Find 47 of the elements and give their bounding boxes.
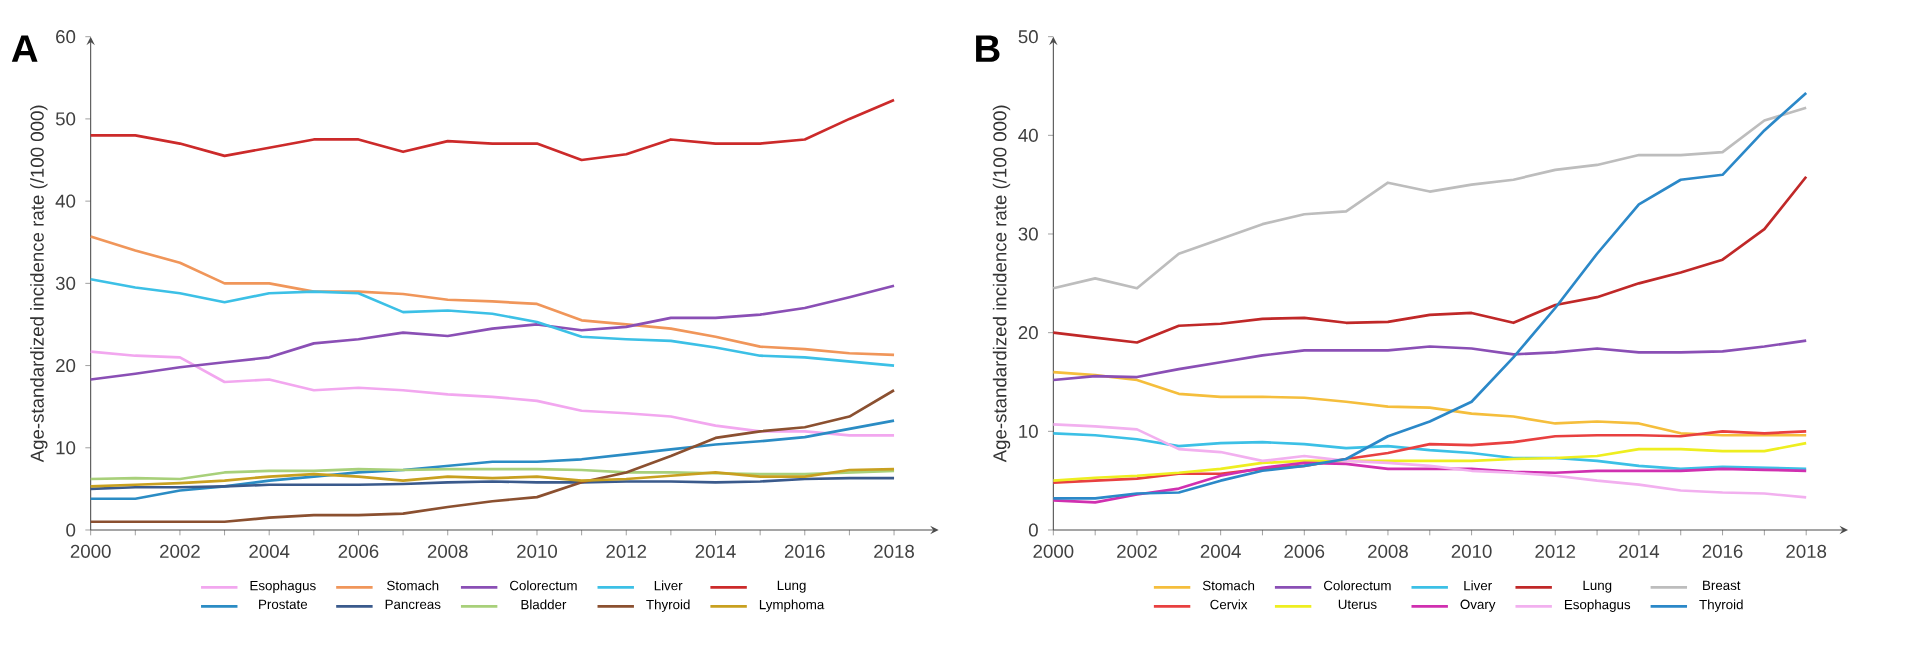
y-tick-label: 10 [1019,424,1038,438]
x-tick-label: 2000 [70,544,111,558]
y-axis-title: Age-standardized incidence rate (/100 000) [992,105,1011,463]
y-tick-label: 50 [1018,30,1038,44]
x-tick-label: 2018 [1786,544,1827,558]
y-tick-label: 20 [56,358,76,373]
y-tick-label: 20 [1018,326,1038,340]
chart-title: B [976,35,1000,62]
line-series [1052,423,1808,499]
x-tick-label: 2018 [874,544,914,558]
x-tick-label: 2010 [517,544,558,558]
line-series [1052,429,1808,484]
y-tick-label: 60 [56,30,76,44]
line-series [89,98,896,162]
x-tick-label: 2002 [160,544,200,558]
y-axis-title: Age-standardized incidence rate (/100 000) [30,105,48,463]
x-tick-label: 2006 [1284,544,1325,558]
x-tick-label: 2008 [427,544,468,558]
line-series [89,235,896,357]
line-series [89,284,896,381]
line-series [89,467,896,488]
chart-title: A [11,35,38,62]
x-tick-label: 2014 [1619,544,1660,558]
y-tick-label: 40 [1018,128,1038,142]
x-tick-label: 2000 [1033,544,1074,558]
y-tick-label: 30 [55,276,76,290]
y-tick-label: 50 [55,112,76,126]
line-series [1052,175,1808,344]
x-tick-label: 2016 [784,544,825,558]
x-tick-label: 2010 [1451,544,1492,558]
y-tick-label: 0 [66,523,76,537]
x-tick-label: 2016 [1702,544,1743,558]
line-series [1052,106,1808,290]
x-tick-label: 2008 [1368,544,1408,558]
x-tick-label: 2004 [249,544,290,558]
x-tick-label: 2014 [695,544,736,558]
x-tick-label: 2004 [1200,544,1241,558]
y-tick-label: 0 [1028,523,1038,537]
x-tick-label: 2012 [1535,544,1576,558]
line-series [89,350,896,437]
line-series [1052,91,1808,500]
x-tick-label: 2002 [1117,544,1157,558]
x-tick-label: 2012 [606,544,647,558]
x-tick-label: 2006 [338,544,379,558]
y-tick-label: 30 [1018,227,1038,241]
y-tick-label: 10 [56,441,76,455]
y-tick-label: 40 [55,194,76,208]
